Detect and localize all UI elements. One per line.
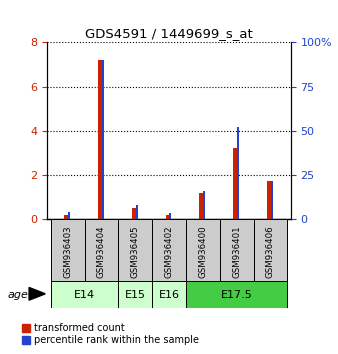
Bar: [220, 219, 254, 281]
Bar: [68, 211, 70, 219]
Bar: [199, 193, 203, 219]
Bar: [169, 213, 171, 219]
Bar: [152, 281, 186, 308]
Text: GSM936400: GSM936400: [198, 225, 207, 278]
Text: age: age: [7, 290, 28, 299]
Text: E17.5: E17.5: [221, 290, 252, 300]
Bar: [51, 281, 118, 308]
Text: GSM936403: GSM936403: [63, 225, 72, 278]
Bar: [84, 219, 118, 281]
Bar: [237, 127, 239, 219]
Polygon shape: [29, 287, 45, 300]
Legend: transformed count, percentile rank within the sample: transformed count, percentile rank withi…: [22, 324, 199, 346]
Text: GSM936405: GSM936405: [131, 225, 140, 278]
Bar: [118, 219, 152, 281]
Bar: [132, 208, 136, 219]
Bar: [102, 60, 104, 219]
Bar: [64, 216, 68, 219]
Bar: [186, 219, 220, 281]
Text: GDS4591 / 1449699_s_at: GDS4591 / 1449699_s_at: [85, 27, 253, 40]
Bar: [152, 219, 186, 281]
Bar: [118, 281, 152, 308]
Text: GSM936406: GSM936406: [266, 225, 275, 278]
Text: E15: E15: [125, 290, 146, 300]
Bar: [267, 181, 271, 219]
Bar: [166, 215, 170, 219]
Text: E14: E14: [74, 290, 95, 300]
Text: GSM936402: GSM936402: [165, 225, 173, 278]
Text: GSM936401: GSM936401: [232, 225, 241, 278]
Text: E16: E16: [159, 290, 179, 300]
Bar: [98, 60, 102, 219]
Bar: [254, 219, 287, 281]
Bar: [271, 181, 273, 219]
Bar: [186, 281, 287, 308]
Bar: [136, 205, 138, 219]
Bar: [203, 191, 205, 219]
Bar: [51, 219, 84, 281]
Text: GSM936404: GSM936404: [97, 225, 106, 278]
Bar: [233, 148, 237, 219]
